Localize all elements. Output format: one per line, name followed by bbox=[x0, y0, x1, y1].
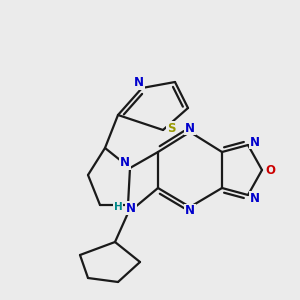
Text: N: N bbox=[120, 157, 130, 169]
Text: N: N bbox=[250, 136, 260, 148]
Text: S: S bbox=[167, 122, 175, 134]
Text: N: N bbox=[185, 122, 195, 134]
Text: N: N bbox=[250, 191, 260, 205]
Text: N: N bbox=[126, 202, 136, 214]
Text: H: H bbox=[114, 202, 122, 212]
Text: N: N bbox=[134, 76, 144, 89]
Text: N: N bbox=[185, 205, 195, 218]
Text: O: O bbox=[265, 164, 275, 176]
